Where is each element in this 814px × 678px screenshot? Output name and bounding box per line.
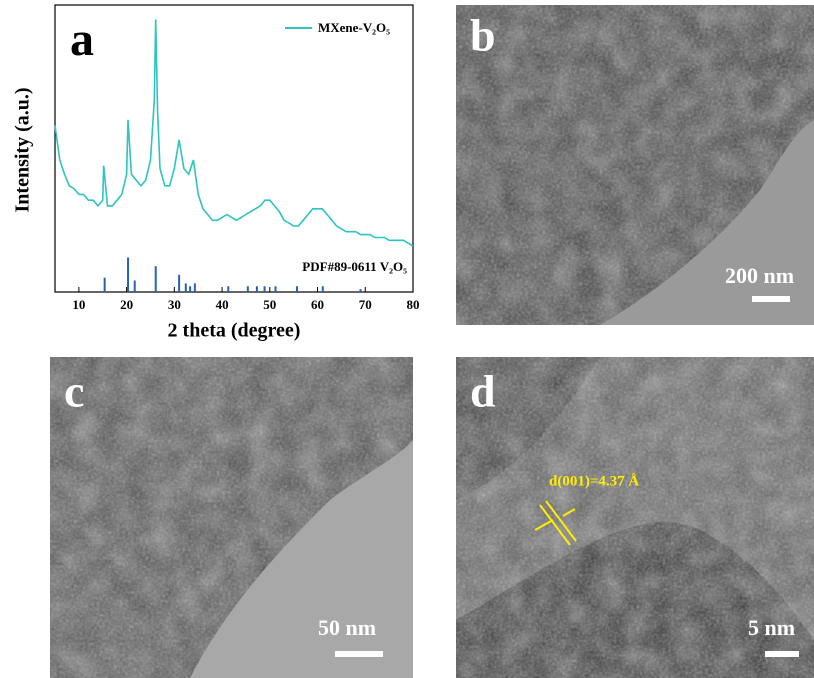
panel-label: d <box>470 366 496 417</box>
x-tick-label: 50 <box>263 297 276 312</box>
x-tick-label: 80 <box>407 297 420 312</box>
x-axis-label: 2 theta (degree) <box>168 320 301 342</box>
panel-label: a <box>70 13 94 66</box>
annotation: d(001)=4.37 Å <box>549 473 639 489</box>
page: b 200 nm c 50 nm d d(001)=4.37 Å 5 nm a … <box>0 0 814 678</box>
data-line <box>55 19 413 246</box>
x-tick-label: 30 <box>168 297 181 312</box>
plot-frame <box>55 5 413 292</box>
scale-bar-label: 5 nm <box>748 615 795 640</box>
scale-bar-label: 200 nm <box>725 263 794 288</box>
x-tick-label: 70 <box>359 297 372 312</box>
y-axis-label: Intensity (a.u.) <box>12 87 34 212</box>
x-tick-label: 60 <box>311 297 324 312</box>
x-tick-label: 10 <box>72 297 85 312</box>
panel-label: c <box>64 366 84 417</box>
x-tick-label: 40 <box>216 297 229 312</box>
figure: b 200 nm c 50 nm d d(001)=4.37 Å 5 nm a … <box>0 0 814 678</box>
scale-bar <box>752 296 790 302</box>
x-tick-label: 20 <box>120 297 133 312</box>
scale-bar <box>335 651 383 657</box>
legend-label: MXene-V₂O₅ <box>318 20 390 35</box>
scale-bar-label: 50 nm <box>318 615 376 640</box>
reference-label: PDF#89-0611 V₂O₅ <box>302 259 407 274</box>
panel-label: b <box>470 10 496 61</box>
scale-bar <box>765 651 799 657</box>
